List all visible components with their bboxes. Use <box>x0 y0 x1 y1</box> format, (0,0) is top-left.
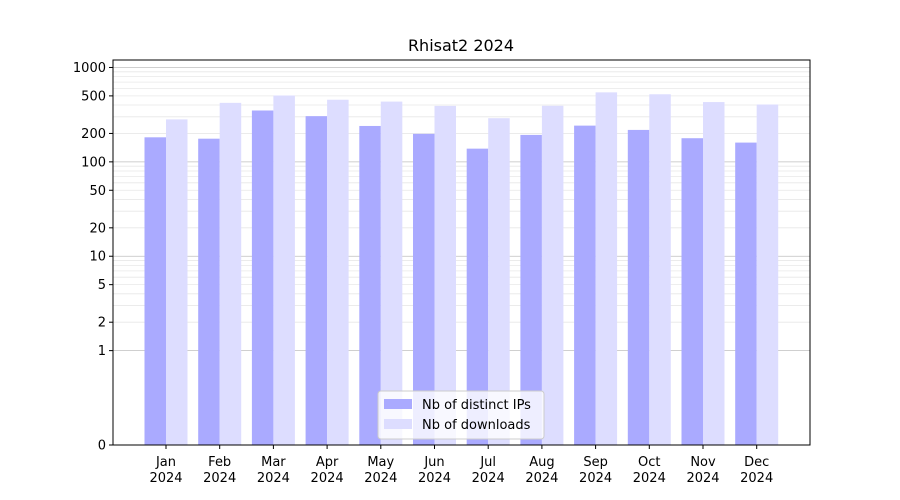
y-axis-ticks: 0 1 2 5 10 20 50 100 200 500 1000 <box>73 61 113 454</box>
y-tick-label: 100 <box>81 155 106 170</box>
x-tick-label-year: 2024 <box>633 471 666 486</box>
x-tick-label-month: May <box>367 455 394 470</box>
bar-downloads-nov <box>703 102 725 445</box>
y-tick-label: 50 <box>89 184 106 199</box>
y-tick-label: 2 <box>98 316 106 331</box>
x-tick-label-month: Feb <box>208 455 231 470</box>
bars <box>144 92 779 446</box>
y-tick-label: 1000 <box>73 61 106 76</box>
chart-title: Rhisat2 2024 <box>408 36 514 55</box>
y-tick-label: 1 <box>98 344 106 359</box>
legend: Nb of distinct IPs Nb of downloads <box>377 390 545 440</box>
bar-distinct-ips-mar <box>251 110 274 445</box>
bar-distinct-ips-nov <box>681 138 703 445</box>
bar-distinct-ips-apr <box>305 116 328 446</box>
x-tick-label-year: 2024 <box>525 471 558 486</box>
x-tick-label-month: Aug <box>529 455 554 470</box>
x-tick-label-month: Dec <box>744 455 769 470</box>
y-tick-label: 500 <box>81 89 106 104</box>
bar-distinct-ips-dec <box>735 142 757 445</box>
x-tick-label-month: Apr <box>316 455 339 470</box>
x-tick-label-month: Jul <box>479 455 496 470</box>
x-axis-ticks: Jan2024Feb2024Mar2024Apr2024May2024Jun20… <box>149 445 773 486</box>
legend-label: Nb of distinct IPs <box>422 398 531 413</box>
bar-distinct-ips-jul <box>466 148 489 445</box>
bar-distinct-ips-oct <box>627 129 650 446</box>
bar-downloads-apr <box>327 99 349 445</box>
x-tick-label-year: 2024 <box>740 471 773 486</box>
bar-distinct-ips-sep <box>574 125 596 445</box>
legend-label: Nb of downloads <box>422 418 531 433</box>
plot-frame <box>112 59 811 446</box>
bar-distinct-ips-may <box>359 125 381 445</box>
x-tick-label-year: 2024 <box>311 471 344 486</box>
x-tick-label-month: Jan <box>155 455 176 470</box>
y-tick-label: 10 <box>89 250 106 265</box>
x-tick-label-month: Jun <box>423 455 444 470</box>
bar-distinct-ips-aug <box>520 134 542 445</box>
legend-swatch <box>384 399 412 409</box>
bar-downloads-feb <box>219 102 242 445</box>
y-tick-label: 5 <box>98 278 106 293</box>
bar-downloads-sep <box>595 92 618 445</box>
y-tick-label: 20 <box>89 221 106 236</box>
x-tick-label-year: 2024 <box>364 471 397 486</box>
y-tick-label: 0 <box>98 439 106 454</box>
bar-distinct-ips-feb <box>198 138 220 445</box>
x-tick-label-year: 2024 <box>149 471 182 486</box>
legend-swatch <box>384 419 412 429</box>
bar-downloads-jun <box>434 105 456 445</box>
x-tick-label-month: Nov <box>690 455 716 470</box>
bar-distinct-ips-jun <box>413 133 435 446</box>
y-tick-label: 200 <box>81 127 106 142</box>
x-tick-label-month: Sep <box>583 455 608 470</box>
bar-downloads-aug <box>541 105 564 445</box>
x-tick-label-year: 2024 <box>418 471 451 486</box>
x-tick-label-year: 2024 <box>579 471 612 486</box>
x-tick-label-year: 2024 <box>686 471 719 486</box>
bar-downloads-mar <box>273 95 295 446</box>
x-tick-label-year: 2024 <box>203 471 236 486</box>
x-tick-label-year: 2024 <box>472 471 505 486</box>
bar-downloads-jan <box>166 119 188 445</box>
bar-downloads-oct <box>649 94 671 445</box>
bar-downloads-dec <box>756 104 779 446</box>
bar-downloads-jul <box>488 118 510 445</box>
x-tick-label-year: 2024 <box>257 471 290 486</box>
x-tick-label-month: Oct <box>638 455 660 470</box>
bar-distinct-ips-jan <box>144 137 166 446</box>
x-tick-label-month: Mar <box>261 455 286 470</box>
bar-downloads-may <box>380 101 403 445</box>
legend-box <box>377 390 545 440</box>
